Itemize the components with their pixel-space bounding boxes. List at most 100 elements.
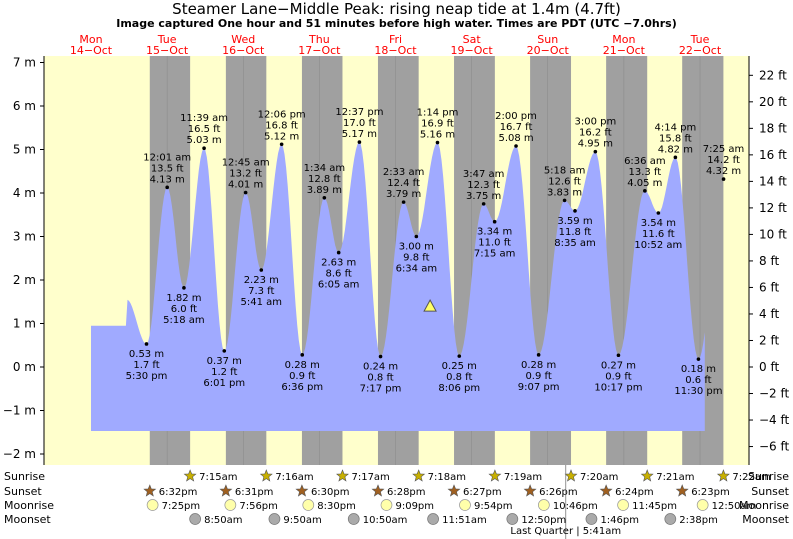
sunset-icon — [599, 484, 613, 497]
day-date-label: 22−Oct — [679, 44, 722, 57]
moonrise-icon — [696, 499, 709, 511]
high-tide-point — [721, 177, 726, 181]
low-tide-point — [259, 268, 264, 272]
moonrise-time: 12:50am — [712, 501, 757, 512]
high-tide-point — [401, 200, 406, 204]
day-date-label: 14−Oct — [70, 44, 113, 57]
low-tide-label: 0.28 m — [521, 360, 556, 371]
high-tide-label: 5.03 m — [186, 135, 221, 146]
left-tick-label: 5 m — [13, 143, 36, 157]
sunset-time: 6:24pm — [615, 487, 654, 498]
moonset-icon — [427, 513, 439, 525]
low-tide-label: 5:30 pm — [126, 371, 168, 382]
high-tide-label: 4.82 m — [658, 144, 693, 155]
day-date-label: 16−Oct — [222, 44, 265, 57]
row-label-left: Sunset — [4, 485, 42, 498]
sunrise-icon — [488, 469, 502, 482]
low-tide-label: 0.24 m — [363, 362, 398, 373]
high-tide-label: 14.2 ft — [707, 155, 740, 166]
moonset-icon — [347, 513, 360, 525]
low-tide-label: 6:34 am — [396, 264, 438, 275]
low-tide-label: 0.9 ft — [289, 371, 315, 382]
low-tide-point — [222, 349, 227, 353]
right-tick-label: −4 ft — [759, 413, 790, 427]
low-tide-label: 2.63 m — [321, 258, 356, 269]
high-tide-label: 4.13 m — [150, 174, 185, 185]
low-tide-label: 11.8 ft — [559, 227, 592, 238]
right-tick-label: 8 ft — [759, 254, 779, 268]
low-tide-label: 0.9 ft — [525, 371, 551, 382]
low-tide-label: 0.6 ft — [685, 375, 711, 386]
moonset-icon — [506, 513, 519, 525]
sunrise-icon — [716, 469, 730, 482]
low-tide-label: 9.8 ft — [403, 253, 429, 264]
sunrise-time: 7:21am — [656, 472, 694, 483]
sunset-time: 6:30pm — [311, 487, 350, 498]
sunrise-time: 7:15am — [199, 472, 237, 483]
left-tick-label: 0 m — [13, 360, 36, 374]
moonset-time: 10:50am — [363, 515, 408, 526]
moonrise-icon — [224, 499, 237, 511]
day-date-label: 21−Oct — [603, 44, 646, 57]
right-tick-label: −6 ft — [759, 440, 790, 454]
high-tide-label: 12.3 ft — [467, 180, 500, 191]
moonrise-time: 8:30pm — [317, 501, 356, 512]
low-tide-point — [573, 209, 577, 213]
moonrise-time: 9:54pm — [474, 501, 513, 512]
row-label-right: Moonset — [742, 513, 789, 526]
sunrise-time: 7:20am — [580, 472, 618, 483]
sunset-time: 6:23pm — [691, 487, 730, 498]
high-tide-label: 11:39 am — [180, 113, 228, 124]
high-tide-point — [593, 149, 598, 154]
low-tide-label: 3.59 m — [557, 216, 592, 227]
high-tide-point — [643, 189, 647, 193]
high-tide-label: 1:34 am — [304, 163, 346, 174]
sunset-icon — [523, 484, 537, 497]
low-tide-point — [300, 353, 305, 357]
day-name-label: Sat — [463, 33, 482, 46]
low-tide-label: 7:15 am — [474, 249, 516, 260]
high-tide-point — [435, 140, 440, 145]
right-tick-label: 12 ft — [759, 201, 787, 215]
low-tide-label: 1.7 ft — [133, 360, 159, 371]
low-tide-label: 6:05 am — [318, 280, 360, 291]
high-tide-label: 4.05 m — [627, 178, 662, 189]
moonset-time: 2:38pm — [679, 515, 718, 526]
sunset-icon — [447, 484, 461, 497]
low-tide-label: 6.0 ft — [171, 304, 197, 315]
moon-phase-label: Last Quarter | 5:41am — [510, 526, 621, 537]
right-tick-label: 0 ft — [759, 360, 779, 374]
high-tide-label: 12:37 pm — [335, 107, 383, 118]
high-tide-label: 3:00 pm — [574, 117, 616, 128]
sunset-icon — [371, 484, 385, 497]
moonset-time: 8:50am — [204, 515, 242, 526]
day-name-label: Wed — [231, 33, 255, 46]
sunrise-icon — [640, 469, 654, 482]
sunset-time: 6:32pm — [159, 487, 198, 498]
row-label-left: Moonset — [4, 513, 51, 526]
left-tick-label: 6 m — [13, 99, 36, 113]
left-tick-label: 4 m — [13, 186, 36, 200]
row-label-right: Sunrise — [748, 470, 789, 483]
high-tide-label: 12.8 ft — [308, 174, 341, 185]
day-name-label: Tue — [157, 33, 177, 46]
high-tide-point — [322, 195, 327, 200]
sunset-time: 6:31pm — [235, 487, 274, 498]
low-tide-label: 6:01 pm — [203, 378, 245, 389]
low-tide-label: 7.3 ft — [248, 286, 274, 297]
high-tide-label: 3.79 m — [386, 189, 421, 200]
high-tide-label: 4.32 m — [706, 166, 741, 177]
high-tide-label: 3.75 m — [466, 191, 501, 202]
day-name-label: Mon — [612, 33, 635, 46]
high-tide-label: 13.5 ft — [151, 163, 184, 174]
moonrise-time: 7:25pm — [162, 501, 201, 512]
moonrise-time: 7:56pm — [239, 501, 278, 512]
high-tide-point — [481, 202, 486, 206]
high-tide-label: 3.83 m — [547, 187, 582, 198]
low-tide-point — [336, 250, 341, 255]
sunset-icon — [675, 484, 689, 497]
low-tide-label: 3.00 m — [399, 242, 434, 253]
high-tide-point — [243, 190, 248, 195]
day-name-label: Fri — [389, 33, 402, 46]
current-level-marker — [423, 299, 437, 312]
